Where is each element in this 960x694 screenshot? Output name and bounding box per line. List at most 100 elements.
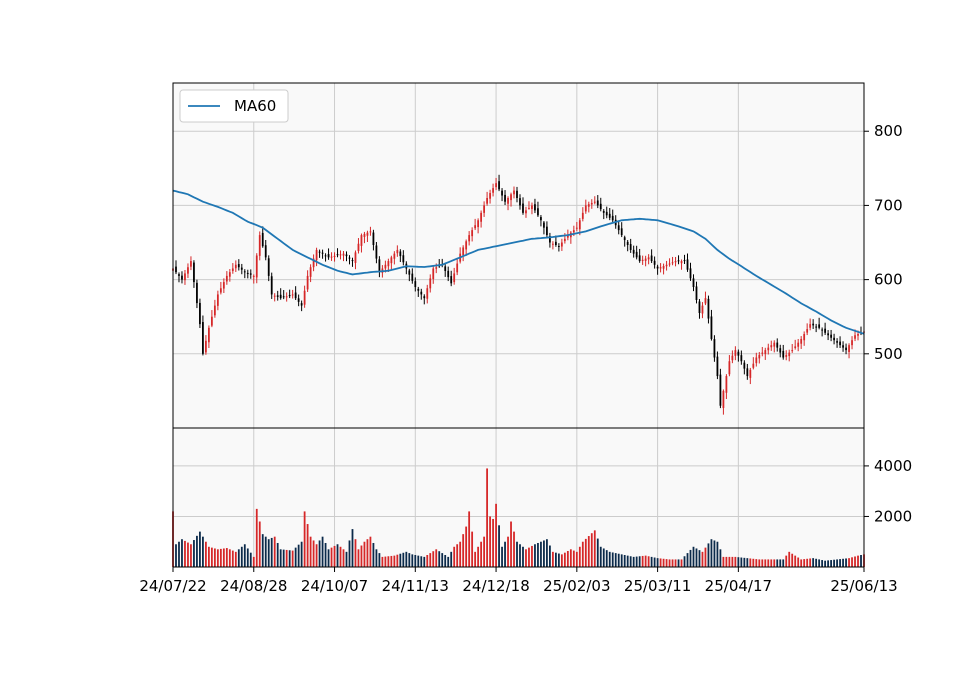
volume-bar xyxy=(447,556,450,567)
volume-bar xyxy=(441,553,444,567)
volume-bar xyxy=(501,546,503,567)
candle-body xyxy=(420,291,423,295)
candle-body xyxy=(504,194,506,202)
volume-bar xyxy=(303,511,306,567)
candle-body xyxy=(608,213,611,218)
volume-bar xyxy=(225,548,228,567)
volume-bar xyxy=(525,549,527,567)
candle-body xyxy=(656,266,659,269)
candle-body xyxy=(641,259,644,261)
candle-body xyxy=(755,357,758,364)
candle-body xyxy=(552,243,554,245)
volume-bar xyxy=(246,548,249,567)
volume-bar xyxy=(554,552,557,567)
volume-bar xyxy=(540,541,542,567)
volume-bar xyxy=(393,555,396,567)
volume-bar xyxy=(557,553,560,567)
volume-bar xyxy=(243,544,246,567)
candle-body xyxy=(306,275,309,290)
candle-body xyxy=(184,273,186,281)
candle-body xyxy=(812,323,815,326)
volume-bar xyxy=(205,541,207,567)
candle-body xyxy=(710,316,713,339)
x-tick-label: 24/10/07 xyxy=(301,577,368,595)
candle-body xyxy=(309,267,312,277)
volume-bar xyxy=(650,556,653,567)
volume-bar xyxy=(354,539,357,567)
candle-body xyxy=(372,232,375,245)
candle-body xyxy=(202,322,204,354)
volume-bar xyxy=(492,518,494,567)
volume-bar xyxy=(797,557,800,567)
candle-body xyxy=(566,235,569,238)
volume-bar xyxy=(228,549,231,567)
candle-body xyxy=(477,220,480,228)
candle-body xyxy=(516,190,518,198)
volume-bar xyxy=(587,536,590,567)
x-tick-label: 25/02/03 xyxy=(543,577,610,595)
legend-box xyxy=(179,89,289,123)
volume-bar xyxy=(507,536,509,567)
volume-bar xyxy=(522,546,524,567)
candle-body xyxy=(312,258,315,268)
volume-bar xyxy=(462,534,465,567)
candle-body xyxy=(339,254,342,256)
volume-bar xyxy=(333,545,336,567)
candle-body xyxy=(596,200,599,206)
candle-body xyxy=(695,286,698,301)
candle-body xyxy=(327,254,330,258)
volume-bar xyxy=(417,555,420,567)
volume-bar xyxy=(599,546,602,567)
candle-body xyxy=(282,296,285,298)
volume-bar xyxy=(611,552,614,567)
candle-body xyxy=(205,340,207,353)
volume-bar xyxy=(420,556,423,567)
candle-body xyxy=(788,352,791,357)
candle-body xyxy=(213,305,216,316)
price-tick-label: 800 xyxy=(874,122,903,140)
candle-body xyxy=(462,247,465,256)
volume-bar xyxy=(285,549,288,567)
volume-bar xyxy=(761,559,764,567)
candle-body xyxy=(674,261,677,263)
volume-bar xyxy=(357,549,360,567)
candle-body xyxy=(411,273,414,281)
volume-bar xyxy=(584,538,587,567)
candle-body xyxy=(605,211,608,216)
candle-body xyxy=(587,204,590,207)
volume-bar xyxy=(381,556,384,567)
volume-bar xyxy=(207,546,210,567)
volume-bar xyxy=(854,556,856,567)
volume-bar xyxy=(258,521,261,567)
volume-bar xyxy=(659,558,662,567)
candle-body xyxy=(554,241,557,245)
volume-bar xyxy=(324,542,327,567)
volume-bar xyxy=(486,468,488,567)
x-tick-label: 24/08/28 xyxy=(220,577,287,595)
candle-body xyxy=(707,298,710,319)
price-panel-background xyxy=(173,83,864,428)
candle-body xyxy=(181,275,183,280)
volume-bar xyxy=(279,549,282,567)
candle-body xyxy=(701,305,704,314)
volume-bar xyxy=(255,508,258,567)
candle-body xyxy=(734,350,737,356)
volume-bar xyxy=(327,549,330,567)
volume-bar xyxy=(728,556,731,567)
volume-bar xyxy=(315,544,318,567)
volume-bar xyxy=(665,559,668,567)
volume-bar xyxy=(351,529,354,567)
volume-bar xyxy=(572,550,575,567)
candle-body xyxy=(387,261,390,267)
volume-bar xyxy=(453,546,456,567)
x-tick-label: 25/03/11 xyxy=(624,577,691,595)
candle-body xyxy=(354,252,357,263)
volume-bar xyxy=(534,544,536,567)
volume-bar xyxy=(387,556,390,567)
volume-bar xyxy=(480,541,483,567)
volume-bar xyxy=(543,540,545,567)
volume-bar xyxy=(734,556,737,567)
volume-bar xyxy=(408,553,411,567)
volume-bar xyxy=(707,543,710,567)
volume-bar xyxy=(190,544,192,567)
